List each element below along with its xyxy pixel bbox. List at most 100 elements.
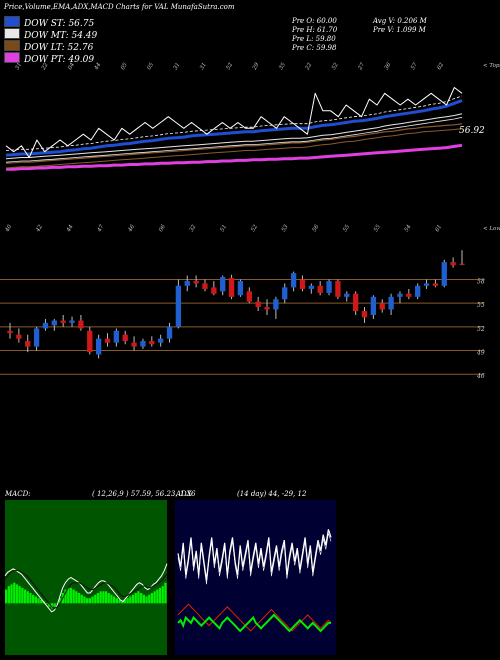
candle-body	[290, 273, 297, 288]
macd-histogram-bar	[96, 593, 100, 604]
macd-histogram-bar	[140, 593, 143, 604]
site-name: MunafaSutra.com	[170, 3, 235, 11]
pre-high: Pre H: 61.70	[292, 26, 338, 34]
legend-swatch-pt	[4, 52, 20, 63]
candle-body	[51, 320, 57, 326]
macd-histogram-bar	[21, 587, 24, 604]
candle-body	[113, 330, 120, 343]
candle-body	[25, 341, 31, 347]
macd-histogram-bar	[67, 587, 70, 604]
candle-body	[78, 320, 84, 329]
top-label: 44	[93, 62, 102, 72]
candle-body	[149, 341, 155, 345]
macd-histogram-bar	[40, 599, 43, 604]
candle-body	[335, 281, 341, 297]
candle-body	[104, 338, 111, 343]
pre-close: Pre C: 59.98	[292, 44, 337, 52]
macd-histogram-bar	[37, 598, 40, 604]
bottom-label: 53	[281, 224, 290, 233]
macd-histogram-bar	[126, 598, 129, 604]
bottom-label: 54	[404, 224, 413, 233]
candle-body	[344, 293, 350, 297]
candle-body	[379, 303, 385, 310]
top-label: 04	[67, 62, 76, 71]
candle-body	[317, 285, 323, 293]
legend-label-lt: DOW LT: 52.76	[24, 43, 94, 53]
candle-body	[69, 320, 75, 323]
adx-plus-di-line	[177, 613, 331, 633]
macd-histogram-bar	[18, 586, 21, 604]
candle-body	[326, 281, 332, 293]
candle-body	[202, 283, 208, 289]
top-label: 52	[331, 62, 340, 71]
ema-mid-line-lower	[5, 116, 463, 163]
ema-dashed-line	[5, 95, 463, 151]
candle-body	[264, 307, 270, 310]
candle-body	[352, 293, 359, 312]
candle-body	[415, 285, 421, 297]
macd-histogram-bar	[118, 599, 121, 604]
top-label: 31	[15, 62, 24, 71]
macd-histogram-bar	[7, 586, 10, 604]
candle-body	[282, 287, 288, 300]
macd-histogram-bar	[121, 601, 124, 604]
macd-histogram-bar	[69, 587, 73, 604]
candle-body	[33, 328, 40, 347]
candle-body	[211, 287, 217, 294]
legend-item-dow-lt: DOW LT: 52.76	[4, 40, 93, 53]
macd-histogram-bar	[32, 594, 35, 604]
price-guide-label: 49	[476, 350, 485, 357]
macd-histogram-bar	[134, 593, 137, 604]
macd-histogram-bar	[115, 598, 118, 604]
macd-panel: MACD: ( 12,26,9 ) 57.59, 56.23, 1.36	[4, 490, 196, 655]
legend-label-mt: DOW MT: 54.49	[24, 31, 98, 41]
candle-body	[255, 301, 261, 308]
macd-background	[5, 500, 167, 655]
candle-body	[87, 330, 93, 353]
candle-body	[388, 296, 394, 310]
macd-histogram-bar	[5, 589, 8, 604]
adx-title: ADX	[175, 490, 193, 498]
ema-long-line	[5, 123, 463, 164]
bottom-label: 61	[435, 224, 444, 233]
bottom-label: 55	[342, 224, 351, 233]
legend-swatch-mt	[4, 28, 20, 39]
macd-histogram-bar	[34, 596, 37, 604]
macd-histogram-bar	[88, 598, 91, 604]
macd-histogram-bar	[26, 591, 29, 604]
ema-price-line	[5, 87, 463, 158]
candle-body	[441, 262, 447, 286]
macd-histogram-bar	[48, 603, 51, 607]
chart-title: Price,Volume,EMA,ADX,MACD Charts for VAL…	[4, 3, 235, 11]
macd-histogram-bar	[29, 593, 32, 604]
macd-histogram-bar	[107, 593, 110, 604]
macd-histogram-bar	[83, 596, 86, 604]
candle-body	[60, 320, 66, 323]
macd-signal-line	[4, 570, 168, 610]
macd-params: ( 12,26,9 ) 57.59, 56.23, 1.36	[92, 490, 196, 498]
price-panel: 58 55 52 49 46	[0, 250, 485, 380]
candle-body	[361, 311, 368, 318]
candle-body	[95, 338, 102, 355]
macd-histogram-bar	[91, 596, 94, 604]
adx-panel: ADX (14 day) 44, -29, 12	[175, 490, 336, 655]
bottom-label: 51	[220, 224, 229, 233]
macd-histogram-bar	[113, 596, 116, 604]
macd-histogram-bar	[142, 594, 145, 604]
bottom-label: 06	[158, 224, 167, 233]
macd-histogram-bar	[59, 598, 62, 604]
bottom-label: 44	[65, 224, 74, 234]
candle-body	[406, 293, 412, 297]
pre-open: Pre O: 60.00	[292, 17, 337, 25]
adx-background	[175, 500, 336, 655]
candle-body	[246, 291, 252, 302]
legend-item-dow-st: DOW ST: 56.75	[4, 16, 94, 29]
candle-body	[140, 341, 146, 347]
macd-histogram-bar	[50, 603, 54, 609]
candle-body	[166, 326, 173, 339]
legend-item-dow-mt: DOW MT: 54.49	[4, 28, 97, 41]
ema-pt-line	[6, 143, 463, 171]
macd-histogram-bar	[164, 582, 167, 604]
candle-body	[228, 277, 235, 297]
